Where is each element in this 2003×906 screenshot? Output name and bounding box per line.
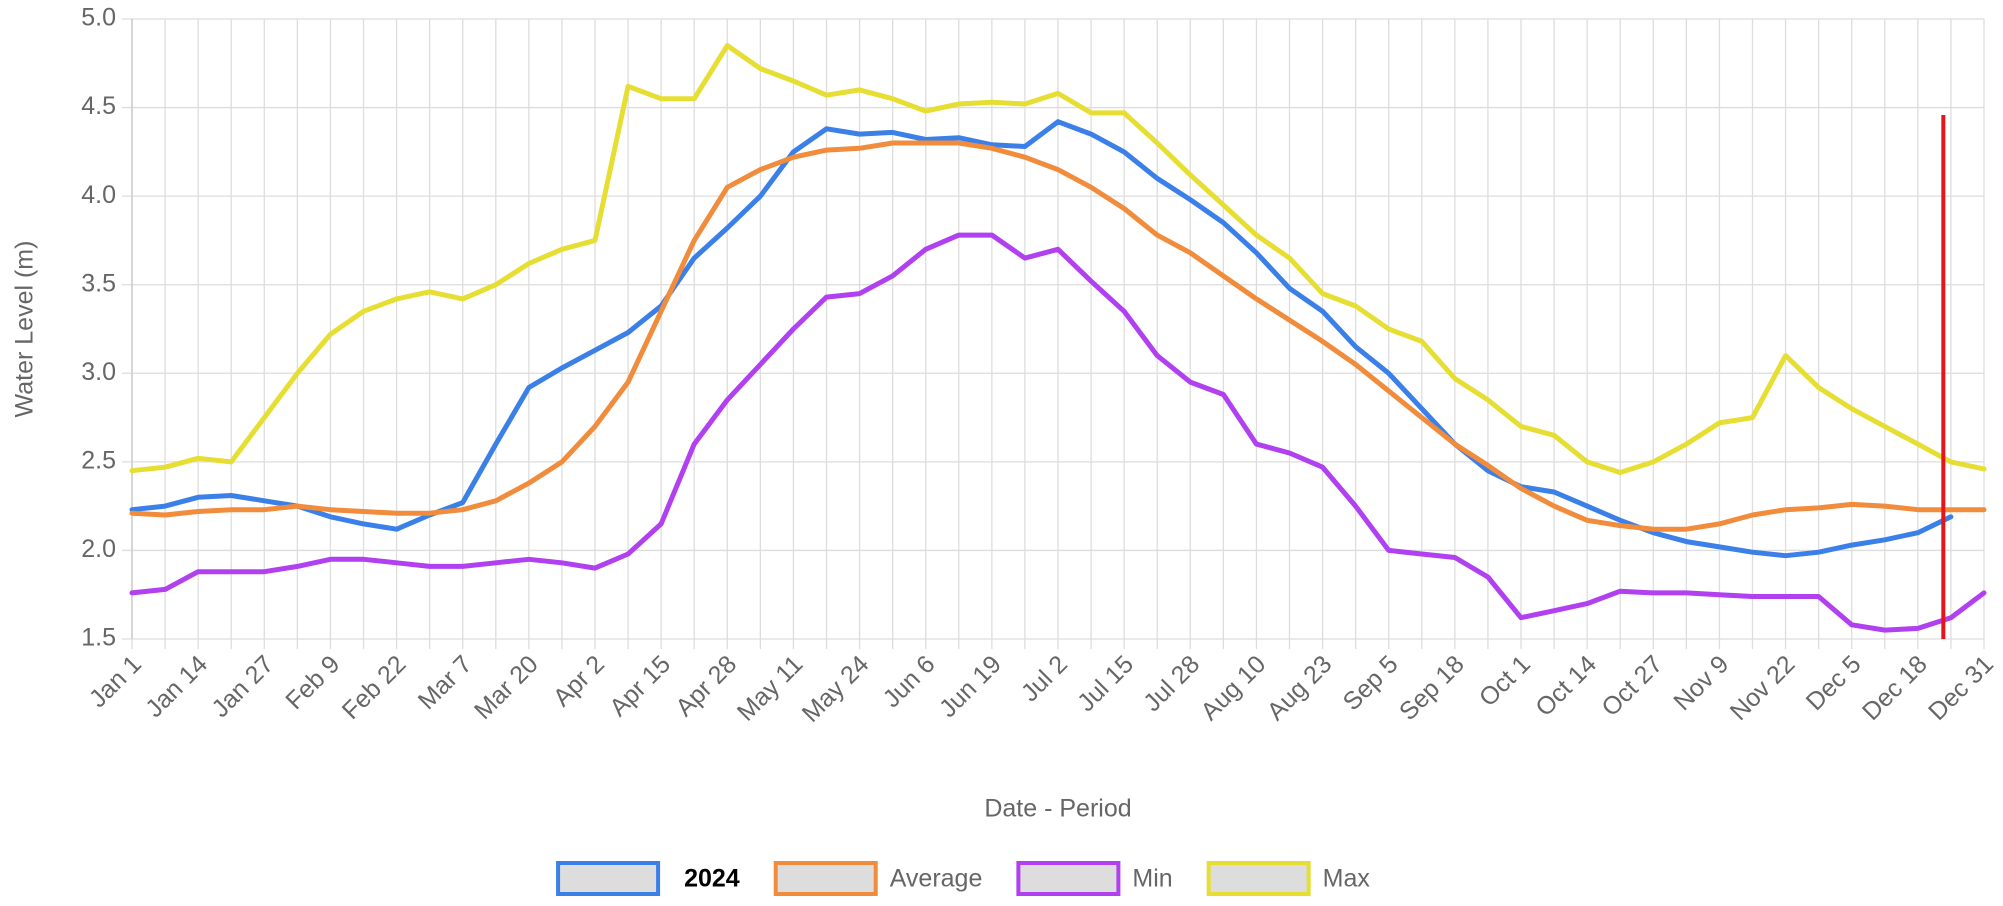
x-tick-label: Nov 22 bbox=[1725, 650, 1801, 726]
x-tick-label: May 24 bbox=[797, 650, 875, 728]
y-tick-label: 4.5 bbox=[81, 92, 116, 120]
legend-swatch bbox=[1016, 861, 1121, 896]
series-line bbox=[129, 43, 1987, 475]
x-tick-label: Aug 10 bbox=[1196, 650, 1272, 726]
x-tick-label: Jul 2 bbox=[1016, 650, 1073, 707]
x-tick-label: Jan 1 bbox=[84, 650, 147, 713]
y-tick-label: 3.0 bbox=[81, 358, 116, 386]
x-axis-title: Date - Period bbox=[984, 795, 1131, 823]
legend-label: Min bbox=[1132, 865, 1172, 893]
y-tick-label: 4.0 bbox=[81, 181, 116, 209]
y-tick-label: 2.0 bbox=[81, 535, 116, 563]
x-tick-label: Jun 19 bbox=[934, 650, 1007, 723]
x-tick-label: Aug 23 bbox=[1262, 650, 1338, 726]
y-tick-label: 5.0 bbox=[81, 4, 116, 32]
series-line bbox=[129, 140, 1987, 532]
x-tick-label: Mar 20 bbox=[469, 650, 544, 725]
x-tick-label: Jan 14 bbox=[140, 650, 213, 723]
y-axis-title: Water Level (m) bbox=[11, 241, 39, 418]
x-tick-label: Feb 22 bbox=[337, 650, 412, 725]
y-tick-label: 2.5 bbox=[81, 446, 116, 474]
legend-label: Average bbox=[890, 865, 983, 893]
legend-swatch bbox=[1206, 861, 1311, 896]
legend: 2024 Average Min Max bbox=[556, 861, 1371, 896]
x-tick-label: Jan 27 bbox=[206, 650, 279, 723]
x-tick-label: Apr 15 bbox=[604, 650, 676, 722]
x-tick-label: Apr 28 bbox=[670, 650, 742, 722]
series-line bbox=[129, 232, 1987, 633]
legend-swatch bbox=[556, 861, 661, 896]
legend-label: Max bbox=[1323, 865, 1371, 893]
x-tick-label: Jul 15 bbox=[1072, 650, 1139, 717]
series-line bbox=[129, 119, 1954, 559]
x-tick-label: Apr 2 bbox=[548, 650, 610, 712]
x-tick-label: May 11 bbox=[732, 650, 808, 726]
x-tick-label: Oct 1 bbox=[1474, 650, 1536, 712]
y-tick-label: 3.5 bbox=[81, 269, 116, 297]
x-tick-label: Oct 27 bbox=[1596, 650, 1668, 722]
legend-swatch bbox=[773, 861, 878, 896]
x-tick-label: Jun 6 bbox=[878, 650, 941, 713]
y-tick-label: 1.5 bbox=[81, 624, 116, 652]
x-tick-label: Dec 31 bbox=[1923, 650, 1999, 726]
x-tick-label: Sep 18 bbox=[1394, 650, 1470, 726]
x-tick-label: Oct 14 bbox=[1530, 650, 1602, 722]
legend-label: 2024 bbox=[684, 865, 740, 893]
x-tick-label: Dec 18 bbox=[1857, 650, 1933, 726]
